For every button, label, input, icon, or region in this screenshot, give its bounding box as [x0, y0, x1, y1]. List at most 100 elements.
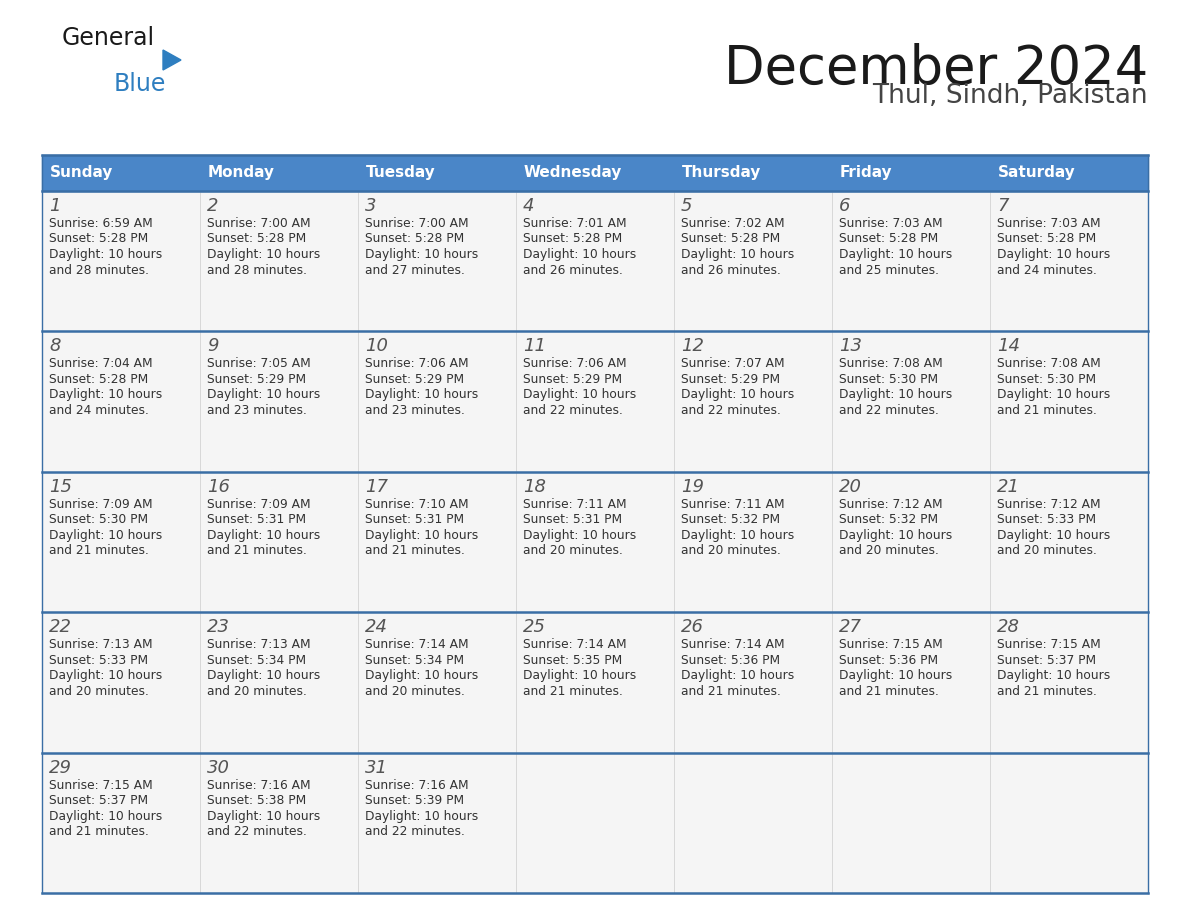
- Text: Thursday: Thursday: [682, 165, 762, 181]
- Text: Sunrise: 7:08 AM: Sunrise: 7:08 AM: [839, 357, 943, 370]
- Text: Sunset: 5:28 PM: Sunset: 5:28 PM: [49, 232, 148, 245]
- Text: 13: 13: [839, 338, 862, 355]
- Text: Daylight: 10 hours: Daylight: 10 hours: [207, 669, 321, 682]
- Text: Daylight: 10 hours: Daylight: 10 hours: [681, 669, 795, 682]
- Bar: [42, 753, 200, 893]
- Text: Daylight: 10 hours: Daylight: 10 hours: [49, 810, 163, 823]
- Text: 8: 8: [49, 338, 61, 355]
- Text: and 22 minutes.: and 22 minutes.: [365, 825, 465, 838]
- Bar: [674, 331, 832, 472]
- Text: and 21 minutes.: and 21 minutes.: [839, 685, 939, 698]
- Text: Monday: Monday: [208, 165, 274, 181]
- Text: Sunrise: 7:06 AM: Sunrise: 7:06 AM: [523, 357, 626, 370]
- Text: 15: 15: [49, 477, 72, 496]
- Text: Daylight: 10 hours: Daylight: 10 hours: [523, 669, 637, 682]
- Text: and 26 minutes.: and 26 minutes.: [523, 263, 623, 276]
- Text: Wednesday: Wednesday: [524, 165, 623, 181]
- Text: Daylight: 10 hours: Daylight: 10 hours: [839, 669, 953, 682]
- Text: Sunrise: 7:15 AM: Sunrise: 7:15 AM: [997, 638, 1101, 651]
- Bar: [200, 753, 358, 893]
- Text: and 23 minutes.: and 23 minutes.: [207, 404, 307, 417]
- Text: Sunrise: 7:04 AM: Sunrise: 7:04 AM: [49, 357, 152, 370]
- Text: 2: 2: [207, 197, 219, 215]
- Bar: [516, 191, 674, 331]
- Bar: [358, 191, 516, 331]
- Text: and 20 minutes.: and 20 minutes.: [207, 685, 307, 698]
- Text: and 21 minutes.: and 21 minutes.: [523, 685, 623, 698]
- Text: Sunset: 5:31 PM: Sunset: 5:31 PM: [365, 513, 465, 526]
- Text: Daylight: 10 hours: Daylight: 10 hours: [523, 529, 637, 542]
- Text: and 21 minutes.: and 21 minutes.: [997, 685, 1097, 698]
- Text: Sunrise: 7:11 AM: Sunrise: 7:11 AM: [523, 498, 626, 510]
- Text: and 27 minutes.: and 27 minutes.: [365, 263, 465, 276]
- Text: 11: 11: [523, 338, 546, 355]
- Text: Sunset: 5:32 PM: Sunset: 5:32 PM: [681, 513, 781, 526]
- Bar: [674, 612, 832, 753]
- Bar: [674, 191, 832, 331]
- Text: Sunset: 5:36 PM: Sunset: 5:36 PM: [681, 654, 781, 666]
- Text: Daylight: 10 hours: Daylight: 10 hours: [997, 388, 1111, 401]
- Text: 14: 14: [997, 338, 1020, 355]
- Bar: [516, 612, 674, 753]
- Text: and 20 minutes.: and 20 minutes.: [997, 544, 1097, 557]
- Text: and 21 minutes.: and 21 minutes.: [49, 544, 148, 557]
- Bar: [832, 612, 990, 753]
- Bar: [200, 331, 358, 472]
- Text: and 20 minutes.: and 20 minutes.: [839, 544, 939, 557]
- Text: Sunset: 5:33 PM: Sunset: 5:33 PM: [49, 654, 148, 666]
- Bar: [516, 331, 674, 472]
- Text: 21: 21: [997, 477, 1020, 496]
- Bar: [42, 472, 200, 612]
- Text: 29: 29: [49, 758, 72, 777]
- Text: Daylight: 10 hours: Daylight: 10 hours: [49, 248, 163, 261]
- Bar: [990, 331, 1148, 472]
- Text: Sunrise: 7:13 AM: Sunrise: 7:13 AM: [207, 638, 310, 651]
- Text: Sunset: 5:36 PM: Sunset: 5:36 PM: [839, 654, 939, 666]
- Text: Daylight: 10 hours: Daylight: 10 hours: [207, 248, 321, 261]
- Text: and 24 minutes.: and 24 minutes.: [997, 263, 1097, 276]
- Text: 19: 19: [681, 477, 704, 496]
- Bar: [42, 191, 200, 331]
- Text: Daylight: 10 hours: Daylight: 10 hours: [997, 669, 1111, 682]
- Bar: [832, 753, 990, 893]
- Text: Daylight: 10 hours: Daylight: 10 hours: [523, 248, 637, 261]
- Polygon shape: [163, 50, 181, 70]
- Text: Daylight: 10 hours: Daylight: 10 hours: [681, 248, 795, 261]
- Text: Sunday: Sunday: [50, 165, 113, 181]
- Text: Sunrise: 7:16 AM: Sunrise: 7:16 AM: [365, 778, 468, 791]
- Bar: [200, 612, 358, 753]
- Text: Daylight: 10 hours: Daylight: 10 hours: [681, 529, 795, 542]
- Text: Sunset: 5:28 PM: Sunset: 5:28 PM: [207, 232, 307, 245]
- Bar: [674, 472, 832, 612]
- Text: Sunrise: 7:06 AM: Sunrise: 7:06 AM: [365, 357, 468, 370]
- Text: 24: 24: [365, 618, 388, 636]
- Text: Daylight: 10 hours: Daylight: 10 hours: [839, 529, 953, 542]
- Text: Sunset: 5:32 PM: Sunset: 5:32 PM: [839, 513, 939, 526]
- Text: Sunrise: 7:03 AM: Sunrise: 7:03 AM: [839, 217, 942, 230]
- Text: 1: 1: [49, 197, 61, 215]
- Text: Sunrise: 7:13 AM: Sunrise: 7:13 AM: [49, 638, 152, 651]
- Text: Thul, Sindh, Pakistan: Thul, Sindh, Pakistan: [872, 83, 1148, 109]
- Text: Daylight: 10 hours: Daylight: 10 hours: [523, 388, 637, 401]
- Text: 17: 17: [365, 477, 388, 496]
- Bar: [358, 331, 516, 472]
- Bar: [990, 612, 1148, 753]
- Text: and 21 minutes.: and 21 minutes.: [997, 404, 1097, 417]
- Text: Daylight: 10 hours: Daylight: 10 hours: [365, 810, 479, 823]
- Text: Sunset: 5:31 PM: Sunset: 5:31 PM: [207, 513, 307, 526]
- Text: 20: 20: [839, 477, 862, 496]
- Text: 22: 22: [49, 618, 72, 636]
- Text: 18: 18: [523, 477, 546, 496]
- Text: Sunset: 5:29 PM: Sunset: 5:29 PM: [365, 373, 465, 386]
- Text: Sunset: 5:38 PM: Sunset: 5:38 PM: [207, 794, 307, 807]
- Text: and 23 minutes.: and 23 minutes.: [365, 404, 465, 417]
- Text: Daylight: 10 hours: Daylight: 10 hours: [207, 810, 321, 823]
- Text: and 20 minutes.: and 20 minutes.: [365, 685, 465, 698]
- Text: 31: 31: [365, 758, 388, 777]
- Text: Sunset: 5:29 PM: Sunset: 5:29 PM: [681, 373, 781, 386]
- Text: Sunset: 5:35 PM: Sunset: 5:35 PM: [523, 654, 623, 666]
- Text: Daylight: 10 hours: Daylight: 10 hours: [365, 669, 479, 682]
- Text: 25: 25: [523, 618, 546, 636]
- Text: Friday: Friday: [840, 165, 892, 181]
- Text: Sunrise: 7:03 AM: Sunrise: 7:03 AM: [997, 217, 1100, 230]
